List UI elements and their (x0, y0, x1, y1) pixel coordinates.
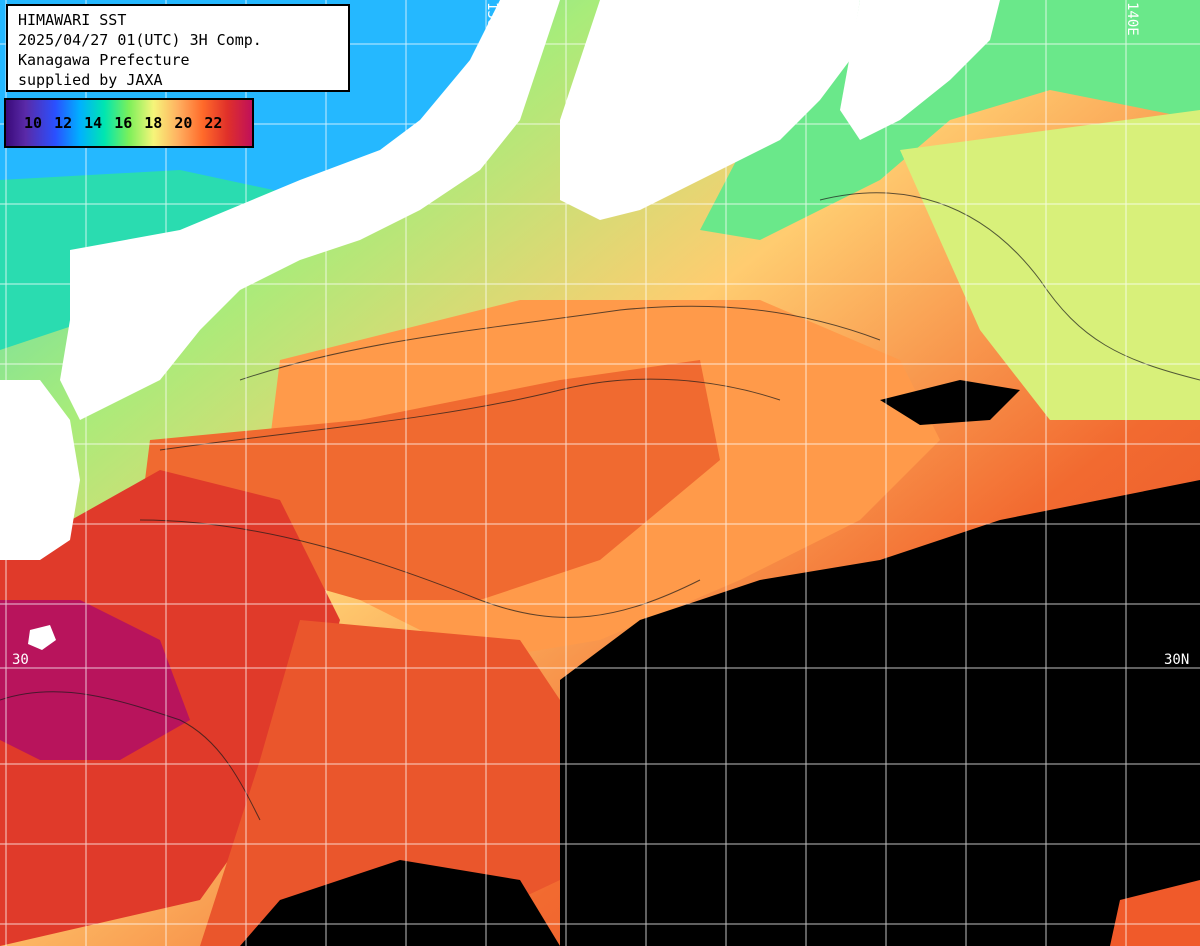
land-island-small (28, 625, 56, 650)
hot-water-south (200, 620, 600, 946)
legend-labels: 10 12 14 16 18 20 22 (24, 114, 222, 132)
longitude-label-140e: 140E (1124, 2, 1140, 36)
mild-water-east (900, 110, 1200, 420)
cloud-mask-southeast (560, 480, 1200, 946)
longitude-label-136e: 136E (484, 2, 500, 36)
legend-label: 20 (174, 114, 193, 132)
map-info-box: HIMAWARI SST 2025/04/27 01(UTC) 3H Comp.… (6, 4, 350, 92)
land-honshu-central (560, 0, 860, 220)
legend-label: 10 (24, 114, 43, 132)
warm-patch-southeast (1110, 880, 1200, 946)
legend-label: 14 (84, 114, 103, 132)
land-honshu-west (60, 0, 560, 420)
map-title: HIMAWARI SST (18, 11, 127, 29)
latitude-label-30n: 30N (1164, 652, 1190, 668)
latitude-label-30-left: 30 (12, 652, 29, 668)
isotherm-contour (139, 519, 701, 618)
cloud-mask-band (880, 380, 1020, 425)
temperature-legend: 10 12 14 16 18 20 22 (4, 98, 254, 148)
legend-label: 16 (114, 114, 133, 132)
isotherm-contours (0, 192, 1200, 821)
land-north-peninsula (840, 0, 1000, 140)
isotherm-contour (0, 691, 261, 821)
legend-label: 18 (144, 114, 163, 132)
isotherm-contour (819, 192, 1200, 381)
isotherm-contour (239, 305, 881, 381)
legend-label: 22 (204, 114, 223, 132)
map-region: Kanagawa Prefecture (18, 51, 190, 69)
map-datetime: 2025/04/27 01(UTC) 3H Comp. (18, 31, 262, 49)
legend-label: 12 (54, 114, 73, 132)
map-credit: supplied by JAXA (18, 71, 163, 89)
isotherm-contour (159, 378, 781, 451)
land-kyushu (0, 380, 80, 560)
